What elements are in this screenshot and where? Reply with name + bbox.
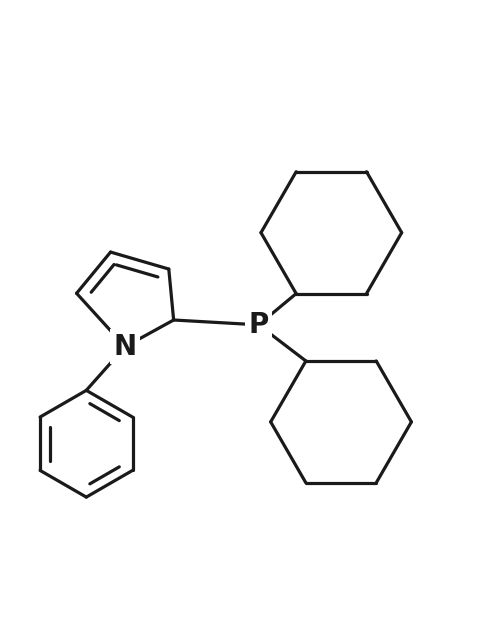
Text: N: N	[114, 333, 137, 361]
Text: P: P	[248, 311, 269, 339]
